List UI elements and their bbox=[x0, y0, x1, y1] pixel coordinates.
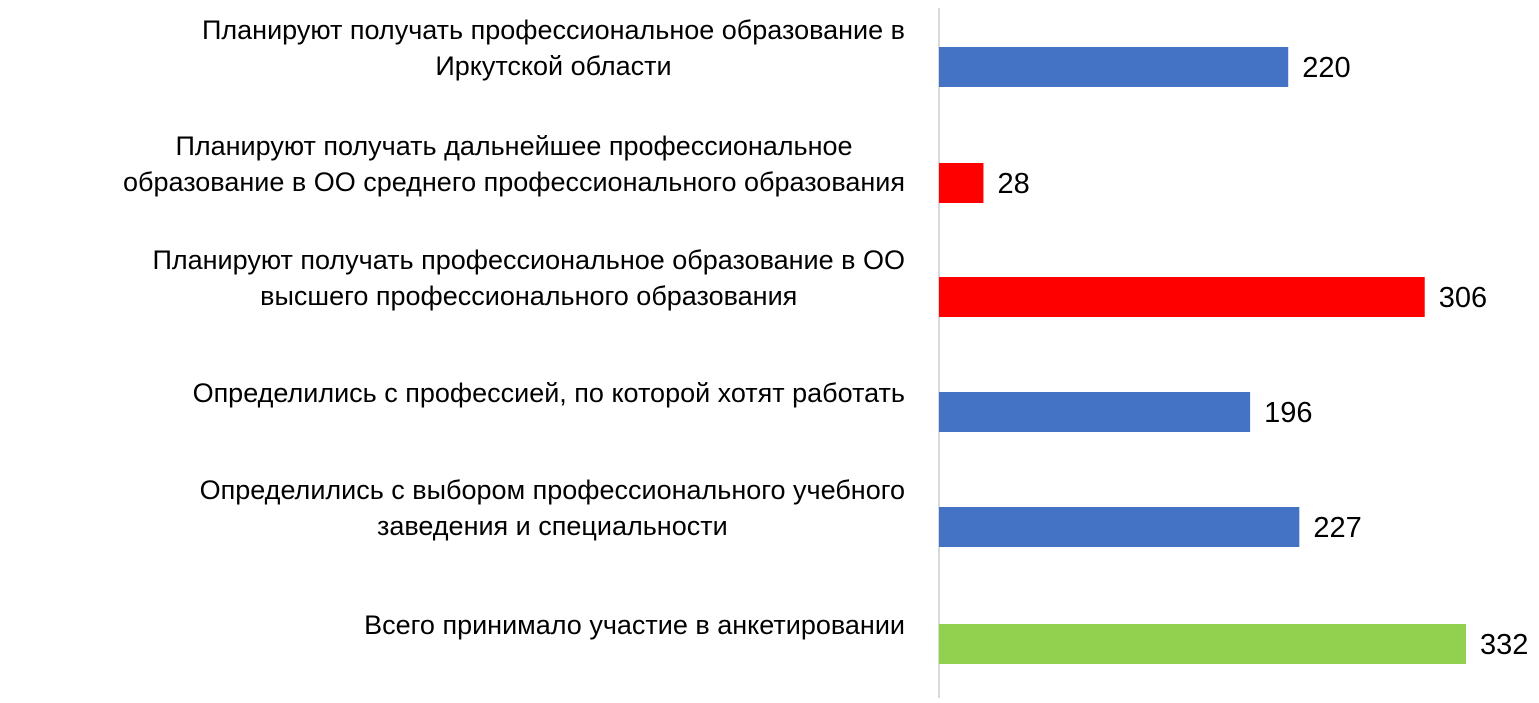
category-label-line: Планируют получать профессиональное обра… bbox=[202, 15, 905, 45]
category-label-line: высшего профессионального образования bbox=[260, 281, 797, 311]
category-label-line: Планируют получать дальнейшее профессион… bbox=[175, 131, 852, 161]
data-label: 227 bbox=[1313, 512, 1361, 544]
data-label: 28 bbox=[997, 168, 1029, 200]
data-label: 196 bbox=[1264, 397, 1312, 429]
category-label-line: Планируют получать профессиональное обра… bbox=[152, 245, 905, 275]
category-label-line: образование в ОО среднего профессиональн… bbox=[123, 167, 905, 197]
data-label: 332 bbox=[1480, 629, 1528, 661]
category-label: Определились с выбором профессионального… bbox=[200, 475, 905, 541]
bar bbox=[939, 507, 1300, 547]
bar bbox=[939, 47, 1289, 87]
bar bbox=[939, 392, 1251, 432]
bars bbox=[939, 47, 1466, 664]
data-label: 306 bbox=[1439, 282, 1487, 314]
category-labels: Планируют получать профессиональное обра… bbox=[123, 15, 905, 640]
category-label-line: Всего принимало участие в анкетировании bbox=[364, 610, 905, 640]
category-label: Планируют получать профессиональное обра… bbox=[202, 15, 905, 81]
bar bbox=[939, 624, 1466, 664]
data-labels: 220 28 306 196 227 332 bbox=[997, 52, 1528, 661]
category-label: Всего принимало участие в анкетировании bbox=[364, 610, 905, 640]
category-label: Планируют получать профессиональное обра… bbox=[152, 245, 905, 311]
bar bbox=[939, 277, 1425, 317]
bar bbox=[939, 163, 984, 203]
category-label-line: Иркутской области bbox=[435, 51, 671, 81]
category-label-line: Определились с профессией, по которой хо… bbox=[193, 378, 905, 408]
category-label-line: заведения и специальности bbox=[377, 511, 728, 541]
category-label: Определились с профессией, по которой хо… bbox=[193, 378, 905, 408]
category-label-line: Определились с выбором профессионального… bbox=[200, 475, 905, 505]
category-label: Планируют получать дальнейшее профессион… bbox=[123, 131, 905, 197]
data-label: 220 bbox=[1302, 52, 1350, 84]
